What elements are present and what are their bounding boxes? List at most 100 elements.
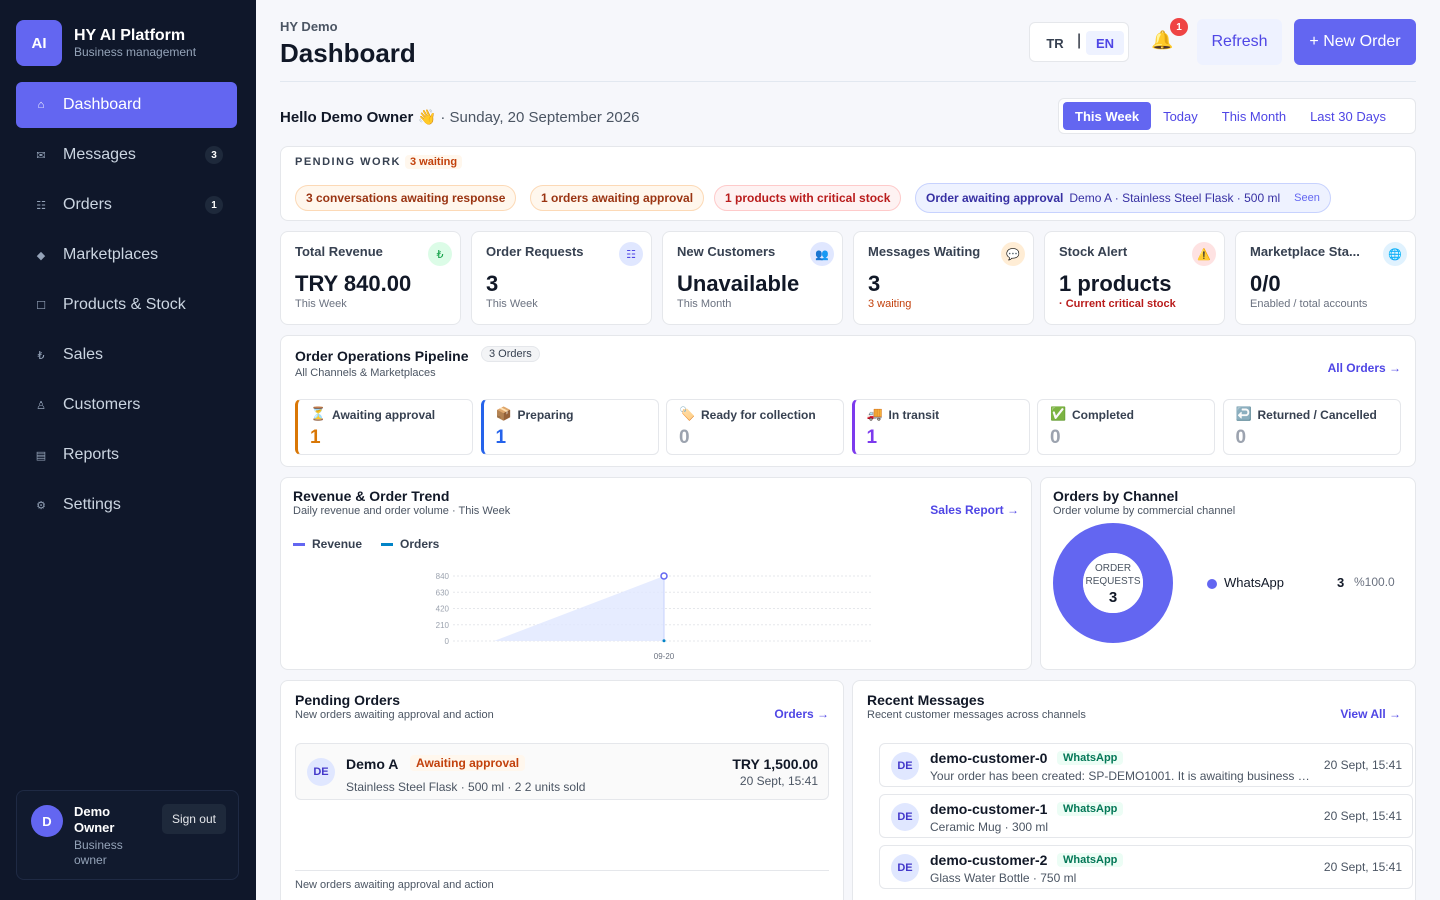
lang-en-button[interactable]: EN (1086, 31, 1124, 55)
sidebar-item-sales[interactable]: ₺ Sales (16, 332, 237, 378)
notification-badge: 1 (1170, 18, 1188, 36)
legend-percent: %100.0 (1354, 575, 1395, 589)
sidebar-item-label: Products & Stock (63, 296, 186, 313)
kpi-subtitle: This Week (295, 298, 347, 310)
people-icon: 👥 (810, 242, 834, 266)
kpi-value: TRY 840.00 (295, 271, 412, 296)
notice-title: Order awaiting approval (926, 191, 1064, 205)
list-icon: ☷ (619, 242, 643, 266)
kpi-card[interactable]: New Customers 👥 Unavailable This Month (662, 231, 843, 325)
legend-swatch (1207, 579, 1217, 589)
stage-label: Ready for collection (701, 408, 816, 422)
view-all-link[interactable]: View All → (1340, 707, 1401, 721)
orders-link[interactable]: Orders → (774, 707, 829, 721)
revenue-point[interactable] (660, 572, 668, 580)
refresh-button[interactable]: Refresh (1197, 19, 1282, 65)
brand[interactable]: AI HY AI Platform Business management (16, 20, 196, 66)
message-time: 20 Sept, 15:41 (1323, 809, 1402, 823)
greeting-hello: Hello Demo Owner 👋 (280, 109, 437, 126)
diamond-icon: ◆ (36, 249, 46, 262)
legend-swatch (293, 542, 305, 546)
sidebar-item-reports[interactable]: ▤ Reports (16, 432, 237, 478)
sidebar-item-settings[interactable]: ⚙ Settings (16, 482, 237, 528)
pipeline-stage[interactable]: 🏷️ Ready for collection 0 (666, 399, 844, 455)
channel-title: Orders by Channel (1053, 488, 1179, 504)
sidebar-item-customers[interactable]: ♙ Customers (16, 382, 237, 428)
stage-value: 0 (1050, 427, 1061, 448)
lang-divider: | (1077, 32, 1082, 49)
notice-order-approval[interactable]: Order awaiting approval Demo A · Stainles… (915, 183, 1331, 213)
donut-slice[interactable] (1053, 523, 1173, 643)
app-name: HY AI Platform (74, 27, 186, 44)
tab-this-week[interactable]: This Week (1063, 102, 1152, 130)
pipeline-stage[interactable]: 🚚 In transit 1 (851, 399, 1030, 455)
kpi-card[interactable]: Marketplace Sta... 🌐 0/0 Enabled / total ac… (1235, 231, 1416, 325)
breadcrumb[interactable]: HY Demo (280, 19, 338, 34)
channel-subtitle: Order volume by commercial channel (1053, 505, 1236, 517)
order-amount: TRY 1,500.00 (732, 756, 818, 772)
orders-point[interactable] (662, 639, 666, 643)
chip-stock[interactable]: 1 products with critical stock (714, 185, 902, 211)
trend-chart: 840 630 420 210 0 09-20 (436, 572, 871, 661)
tab-this-month[interactable]: This Month (1221, 108, 1287, 124)
truck-icon: 🚚 (866, 406, 883, 421)
pipeline-stage[interactable]: ↩️ Returned / Cancelled 0 (1222, 399, 1401, 455)
pipeline-stage[interactable]: 📦 Preparing 1 (480, 399, 659, 455)
pending-count-badge: 3 waiting (405, 155, 463, 169)
list-icon: ☷ (36, 199, 46, 212)
sidebar-item-marketplaces[interactable]: ◆ Marketplaces (16, 232, 237, 278)
tab-last-30-days[interactable]: Last 30 Days (1310, 108, 1386, 124)
sales-report-link[interactable]: Sales Report → (930, 503, 1019, 517)
chip-conversations[interactable]: 3 conversations awaiting response (295, 185, 517, 211)
message-time: 20 Sept, 15:41 (1323, 758, 1402, 772)
count-badge: 3 (205, 146, 223, 164)
channel-badge: WhatsApp (1057, 802, 1124, 816)
trend-chart-panel: Revenue & Order Trend Daily revenue and … (280, 477, 1032, 670)
sidebar-item-orders[interactable]: ☷ Orders 1 (16, 182, 237, 228)
new-order-button[interactable]: + New Order (1294, 19, 1416, 65)
sign-out-button[interactable]: Sign out (161, 804, 226, 834)
channel-badge: WhatsApp (1057, 853, 1124, 867)
period-tabs: This Week Today This Month Last 30 Days (1058, 98, 1416, 134)
message-row[interactable]: DE demo-customer-1 WhatsApp Ceramic Mug · 3… (879, 794, 1413, 838)
y-tick-label: 420 (436, 605, 450, 614)
kpi-value: 0/0 (1250, 271, 1281, 296)
messages-subtitle: Recent customer messages across channels (867, 709, 1086, 721)
avatar: D (31, 805, 63, 837)
sidebar-item-dashboard[interactable]: ⌂ Dashboard (16, 82, 237, 128)
all-orders-link[interactable]: All Orders → (1327, 361, 1401, 375)
kpi-card[interactable]: Stock Alert ⚠️ 1 products · Current critica… (1044, 231, 1225, 325)
pending-orders-subtitle: New orders awaiting approval and action (295, 709, 494, 721)
kpi-card[interactable]: Messages Waiting 💬 3 3 waiting (853, 231, 1034, 325)
chip-orders[interactable]: 1 orders awaiting approval (530, 185, 705, 211)
message-time: 20 Sept, 15:41 (1323, 860, 1402, 874)
message-row[interactable]: DE demo-customer-0 WhatsApp Your order has … (879, 743, 1413, 787)
kpi-subtitle: · Current critical stock (1059, 298, 1176, 310)
mail-icon: ✉ (36, 149, 46, 162)
kpi-value: 3 (486, 271, 499, 296)
pending-orders-footer: New orders awaiting approval and action (295, 870, 829, 891)
sidebar-item-messages[interactable]: ✉ Messages 3 (16, 132, 237, 178)
kpi-subtitle: This Week (486, 298, 538, 310)
message-sender: demo-customer-2 (930, 852, 1048, 868)
kpi-title: Marketplace Sta... (1250, 244, 1360, 259)
donut-center-label-2: REQUESTS (1085, 576, 1140, 587)
kpi-card[interactable]: Total Revenue ₺ TRY 840.00 This Week (280, 231, 461, 325)
order-row[interactable]: DE Demo A Awaiting approval Stainless St… (295, 743, 829, 800)
message-row[interactable]: DE demo-customer-2 WhatsApp Glass Water Bot… (879, 845, 1413, 889)
pipeline-stage[interactable]: ⏳ Awaiting approval 1 (295, 399, 473, 455)
tab-today[interactable]: Today (1163, 108, 1198, 124)
stage-label: Awaiting approval (332, 408, 436, 422)
legend-orders[interactable]: Orders (381, 537, 439, 551)
bell-icon[interactable]: 🔔 (1151, 30, 1174, 50)
trend-title: Revenue & Order Trend (293, 488, 450, 504)
y-tick-label: 840 (436, 572, 450, 581)
kpi-value: 1 products (1059, 271, 1172, 296)
sidebar-item-products[interactable]: ☐ Products & Stock (16, 282, 237, 328)
kpi-card[interactable]: Order Requests ☷ 3 This Week (471, 231, 652, 325)
order-pipeline-panel: Order Operations Pipeline 3 Orders All C… (280, 335, 1416, 467)
pipeline-stage[interactable]: ✅ Completed 0 (1037, 399, 1215, 455)
legend-revenue[interactable]: Revenue (293, 537, 362, 551)
lang-tr-button[interactable]: TR (1046, 35, 1064, 51)
hourglass-icon: ⏳ (310, 406, 327, 421)
